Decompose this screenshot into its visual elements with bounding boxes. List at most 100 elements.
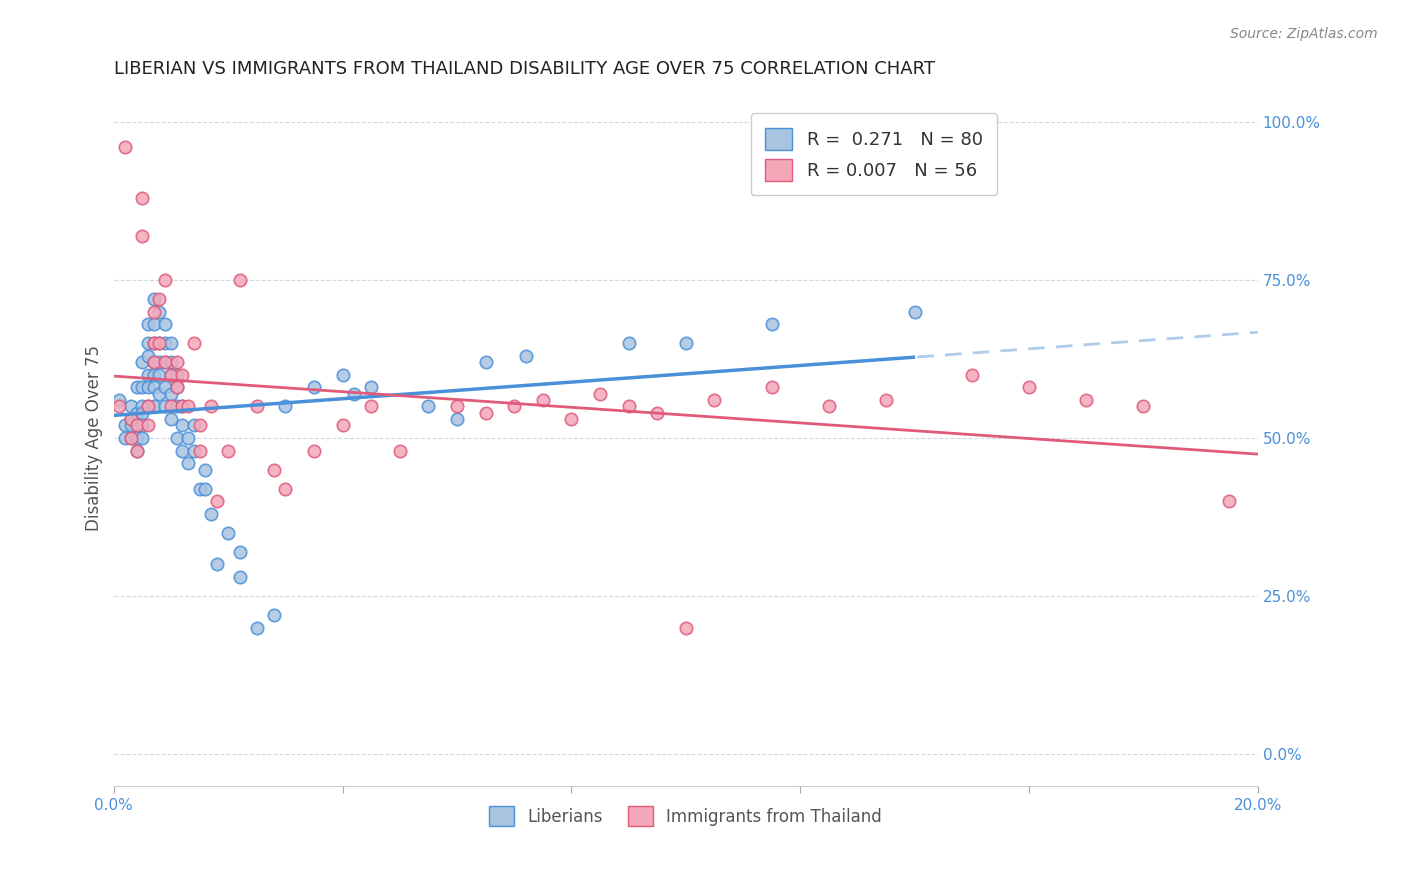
Point bbox=[153, 380, 176, 394]
Point bbox=[194, 482, 217, 496]
Point bbox=[136, 336, 159, 351]
Point bbox=[142, 380, 165, 394]
Point bbox=[131, 380, 153, 394]
Text: LIBERIAN VS IMMIGRANTS FROM THAILAND DISABILITY AGE OVER 75 CORRELATION CHART: LIBERIAN VS IMMIGRANTS FROM THAILAND DIS… bbox=[114, 60, 935, 78]
Point bbox=[194, 463, 217, 477]
Point bbox=[160, 368, 183, 382]
Point bbox=[142, 355, 165, 369]
Point bbox=[183, 443, 205, 458]
Point bbox=[136, 349, 159, 363]
Point bbox=[142, 355, 165, 369]
Point bbox=[125, 380, 148, 394]
Point bbox=[515, 349, 537, 363]
Point bbox=[166, 380, 188, 394]
Point bbox=[142, 317, 165, 331]
Point bbox=[418, 400, 440, 414]
Point bbox=[131, 431, 153, 445]
Point bbox=[474, 355, 496, 369]
Point bbox=[125, 406, 148, 420]
Point bbox=[274, 400, 297, 414]
Point bbox=[817, 400, 839, 414]
Point bbox=[136, 380, 159, 394]
Y-axis label: Disability Age Over 75: Disability Age Over 75 bbox=[86, 345, 103, 531]
Point bbox=[136, 400, 159, 414]
Point bbox=[160, 368, 183, 382]
Point bbox=[302, 443, 325, 458]
Point bbox=[131, 406, 153, 420]
Point bbox=[131, 355, 153, 369]
Point bbox=[228, 545, 250, 559]
Point bbox=[108, 393, 131, 408]
Point bbox=[120, 431, 142, 445]
Point bbox=[1076, 393, 1098, 408]
Point bbox=[675, 621, 697, 635]
Point bbox=[761, 317, 783, 331]
Point bbox=[136, 368, 159, 382]
Point bbox=[120, 418, 142, 433]
Point bbox=[153, 317, 176, 331]
Point bbox=[228, 570, 250, 584]
Point bbox=[166, 368, 188, 382]
Text: Source: ZipAtlas.com: Source: ZipAtlas.com bbox=[1230, 27, 1378, 41]
Point bbox=[148, 336, 170, 351]
Point bbox=[142, 304, 165, 318]
Point bbox=[531, 393, 554, 408]
Point bbox=[166, 431, 188, 445]
Point bbox=[960, 368, 983, 382]
Point bbox=[172, 400, 194, 414]
Point bbox=[172, 418, 194, 433]
Point bbox=[503, 400, 526, 414]
Point bbox=[761, 380, 783, 394]
Point bbox=[217, 443, 239, 458]
Point bbox=[302, 380, 325, 394]
Point bbox=[205, 494, 228, 508]
Point bbox=[142, 400, 165, 414]
Point bbox=[188, 418, 211, 433]
Point bbox=[703, 393, 725, 408]
Point bbox=[114, 140, 136, 154]
Point bbox=[560, 412, 582, 426]
Point bbox=[172, 443, 194, 458]
Point bbox=[446, 412, 468, 426]
Point bbox=[153, 355, 176, 369]
Point bbox=[120, 412, 142, 426]
Point bbox=[617, 400, 640, 414]
Point bbox=[332, 418, 354, 433]
Point bbox=[903, 304, 925, 318]
Point bbox=[153, 400, 176, 414]
Point bbox=[166, 380, 188, 394]
Point bbox=[228, 273, 250, 287]
Point bbox=[131, 191, 153, 205]
Point bbox=[446, 400, 468, 414]
Point bbox=[153, 336, 176, 351]
Point bbox=[160, 412, 183, 426]
Point bbox=[142, 368, 165, 382]
Point bbox=[142, 292, 165, 306]
Point bbox=[125, 418, 148, 433]
Point bbox=[125, 443, 148, 458]
Point bbox=[188, 443, 211, 458]
Point bbox=[125, 443, 148, 458]
Point bbox=[125, 418, 148, 433]
Point bbox=[188, 482, 211, 496]
Point bbox=[136, 418, 159, 433]
Point bbox=[160, 400, 183, 414]
Point bbox=[160, 355, 183, 369]
Point bbox=[1218, 494, 1240, 508]
Point bbox=[217, 525, 239, 540]
Point bbox=[148, 336, 170, 351]
Point bbox=[131, 400, 153, 414]
Point bbox=[172, 400, 194, 414]
Point bbox=[274, 482, 297, 496]
Point bbox=[142, 336, 165, 351]
Point bbox=[177, 431, 200, 445]
Point bbox=[120, 412, 142, 426]
Point bbox=[148, 386, 170, 401]
Point bbox=[343, 386, 366, 401]
Point bbox=[617, 336, 640, 351]
Point bbox=[200, 400, 222, 414]
Point bbox=[166, 355, 188, 369]
Point bbox=[177, 456, 200, 470]
Point bbox=[360, 400, 382, 414]
Point bbox=[153, 355, 176, 369]
